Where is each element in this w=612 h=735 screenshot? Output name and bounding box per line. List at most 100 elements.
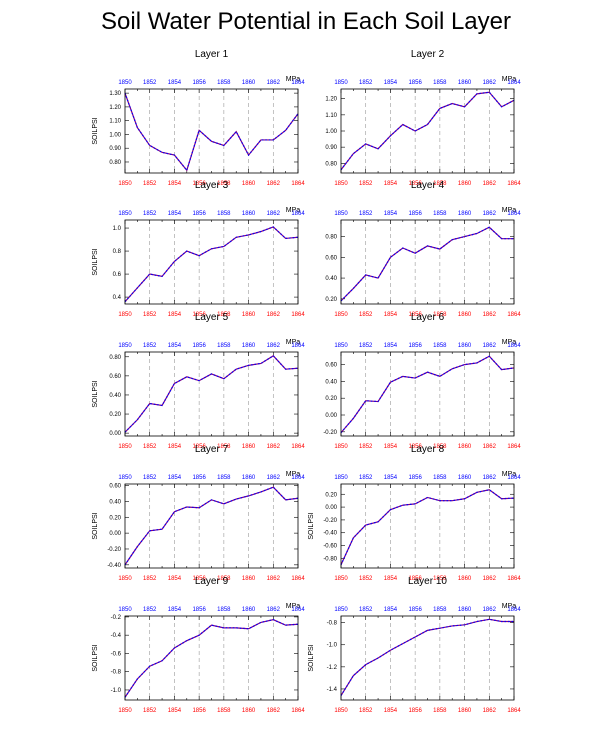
series-line: [340, 489, 515, 566]
x-tick-label-bottom: 1860: [242, 181, 256, 187]
series-line-dots: [340, 226, 514, 302]
panel-title: Layer 7: [195, 444, 229, 455]
y-tick-label: -0.40: [107, 563, 121, 569]
x-tick-label-top: 1852: [143, 211, 157, 217]
x-tick-label-bottom: 1856: [192, 181, 206, 187]
plot-frame: [124, 615, 299, 701]
x-tick-label-top: 1862: [267, 607, 281, 613]
y-tick-label: -1.2: [327, 665, 338, 671]
x-tick-label-bottom: 1854: [384, 181, 398, 187]
x-tick-label-top: 1856: [408, 211, 422, 217]
plot-frame: [340, 219, 515, 305]
x-tick-label-top: 1862: [483, 80, 497, 86]
plot-frame: [124, 351, 299, 437]
x-tick-label-top: 1864: [507, 211, 521, 217]
x-tick-label-top: 1852: [359, 475, 373, 481]
x-tick-label-top: 1860: [242, 343, 256, 349]
x-tick-label-top: 1858: [433, 607, 447, 613]
x-tick-label-bottom: 1852: [359, 444, 373, 450]
plot-frame: [340, 351, 515, 437]
series-line-dots: [340, 489, 515, 566]
x-tick-label-bottom: 1860: [458, 312, 472, 318]
y-tick-label: 0.90: [325, 145, 337, 151]
series-line-dots: [124, 355, 299, 433]
y-tick-label: -1.0: [327, 643, 338, 649]
y-tick-label: -0.60: [323, 544, 337, 550]
y-tick-label: -1.0: [111, 688, 122, 694]
x-tick-label-bottom: 1860: [458, 444, 472, 450]
y-tick-label: 0.60: [325, 255, 337, 261]
x-tick-label-top: 1852: [143, 475, 157, 481]
x-tick-label-top: 1856: [192, 211, 206, 217]
y-tick-label: -0.4: [111, 633, 122, 639]
x-tick-label-bottom: 1864: [507, 444, 521, 450]
x-tick-label-top: 1860: [458, 343, 472, 349]
x-tick-label-top: 1854: [168, 607, 182, 613]
series-line: [124, 486, 299, 566]
x-tick-label-bottom: 1860: [242, 444, 256, 450]
x-tick-label-bottom: 1850: [118, 708, 132, 714]
y-axis-label: SOILPSI: [92, 248, 99, 275]
y-tick-label: 0.60: [109, 374, 121, 380]
y-tick-label: 0.20: [325, 396, 337, 402]
x-tick-label-bottom: 1864: [291, 708, 305, 714]
x-tick-label-top: 1862: [483, 211, 497, 217]
y-axis-label: SOILPSI: [92, 380, 99, 407]
x-tick-label-top: 1862: [267, 475, 281, 481]
series-line-dots: [124, 92, 299, 172]
x-tick-label-top: 1864: [507, 80, 521, 86]
unit-label: MPa: [286, 339, 301, 346]
x-tick-label-bottom: 1860: [242, 708, 256, 714]
y-tick-label: -0.2: [111, 615, 122, 621]
x-tick-label-bottom: 1858: [217, 181, 231, 187]
x-tick-label-top: 1852: [359, 607, 373, 613]
x-tick-label-bottom: 1850: [334, 181, 348, 187]
x-tick-label-top: 1850: [334, 343, 348, 349]
x-tick-label-bottom: 1850: [334, 708, 348, 714]
x-tick-label-top: 1854: [168, 211, 182, 217]
x-tick-label-top: 1864: [291, 80, 305, 86]
x-tick-label-top: 1864: [507, 475, 521, 481]
panel-6: Layer 6 MPa 1850 1850 1852 1852 1854 1854 1856 18…: [323, 312, 521, 450]
x-tick-label-bottom: 1862: [267, 576, 281, 582]
y-tick-label: 0.80: [109, 160, 121, 166]
y-tick-label: 0.60: [325, 363, 337, 369]
x-tick-label-top: 1858: [217, 80, 231, 86]
y-tick-label: 0.00: [325, 505, 337, 511]
y-tick-label: 0.90: [109, 146, 121, 152]
panel-title: Layer 3: [195, 180, 229, 191]
x-tick-label-bottom: 1852: [143, 312, 157, 318]
panel-7: Layer 7 MPa 1850 1850 1852 1852 1854 1854 1856 18…: [92, 444, 305, 582]
x-tick-label-bottom: 1854: [168, 181, 182, 187]
unit-label: MPa: [286, 471, 301, 478]
series-line: [124, 619, 299, 698]
x-tick-label-bottom: 1854: [384, 576, 398, 582]
x-tick-label-bottom: 1860: [458, 181, 472, 187]
x-tick-label-top: 1862: [267, 80, 281, 86]
unit-label: MPa: [502, 207, 517, 214]
x-tick-label-top: 1860: [458, 80, 472, 86]
unit-label: MPa: [286, 603, 301, 610]
y-tick-label: -0.8: [327, 621, 338, 627]
x-tick-label-top: 1854: [384, 211, 398, 217]
series-line-dots: [124, 226, 299, 303]
y-tick-label: 0.40: [325, 379, 337, 385]
y-tick-label: 0.40: [109, 393, 121, 399]
plot-frame: [124, 219, 299, 305]
x-tick-label-top: 1862: [267, 343, 281, 349]
x-tick-label-top: 1854: [168, 475, 182, 481]
x-tick-label-bottom: 1856: [408, 181, 422, 187]
y-tick-label: -1.4: [327, 687, 338, 693]
x-tick-label-bottom: 1858: [433, 312, 447, 318]
x-tick-label-bottom: 1856: [408, 708, 422, 714]
x-tick-label-top: 1850: [334, 80, 348, 86]
y-tick-label: -0.20: [323, 518, 337, 524]
x-tick-label-bottom: 1856: [408, 444, 422, 450]
x-tick-label-bottom: 1852: [359, 708, 373, 714]
x-tick-label-top: 1856: [408, 80, 422, 86]
x-tick-label-top: 1860: [242, 211, 256, 217]
x-tick-label-top: 1858: [217, 607, 231, 613]
x-tick-label-top: 1852: [359, 343, 373, 349]
panel-2: Layer 2 MPa 1850 1850 1852 1852 1854 1854 1856 18…: [325, 49, 521, 187]
x-tick-label-bottom: 1864: [291, 576, 305, 582]
